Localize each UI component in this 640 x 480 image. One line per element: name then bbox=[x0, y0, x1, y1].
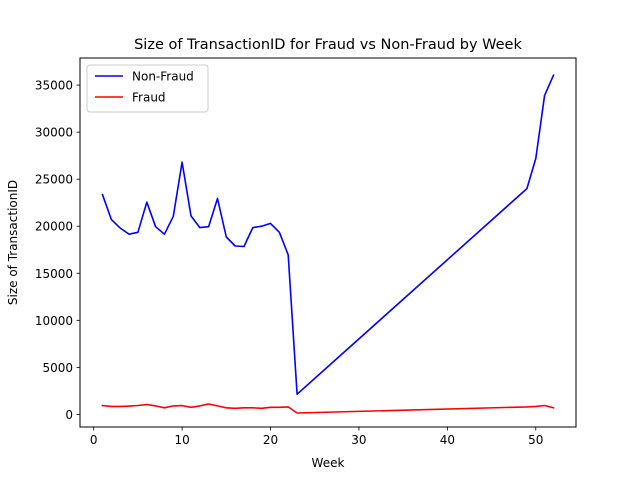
x-tick-label: 0 bbox=[90, 433, 98, 447]
legend-label-non-fraud: Non-Fraud bbox=[132, 70, 194, 84]
axes-frame bbox=[79, 57, 577, 428]
chart-title: Size of TransactionID for Fraud vs Non-F… bbox=[134, 37, 522, 53]
y-tick-label: 15000 bbox=[35, 267, 73, 281]
legend-label-fraud: Fraud bbox=[132, 91, 166, 105]
y-axis: 0 5000 10000 15000 20000 25000 30000 35000 bbox=[35, 79, 80, 422]
y-tick-label: 35000 bbox=[35, 79, 73, 93]
x-tick-label: 40 bbox=[440, 433, 455, 447]
y-tick-label: 5000 bbox=[42, 361, 73, 375]
x-tick-label: 20 bbox=[263, 433, 278, 447]
x-tick-label: 50 bbox=[528, 433, 543, 447]
plot-area bbox=[101, 74, 555, 414]
x-axis-title: Week bbox=[312, 456, 345, 470]
x-axis: 0 10 20 30 40 50 bbox=[90, 427, 543, 447]
series-line-non-fraud bbox=[101, 74, 555, 396]
series-line-fraud bbox=[101, 403, 555, 414]
y-tick-label: 25000 bbox=[35, 173, 73, 187]
legend: Non-Fraud Fraud bbox=[86, 64, 209, 113]
y-tick-label: 20000 bbox=[35, 220, 73, 234]
y-tick-label: 0 bbox=[65, 408, 73, 422]
y-axis-title: Size of TransactionID bbox=[6, 180, 20, 305]
x-tick-label: 30 bbox=[351, 433, 366, 447]
x-tick-label: 10 bbox=[174, 433, 189, 447]
y-tick-label: 30000 bbox=[35, 126, 73, 140]
y-tick-label: 10000 bbox=[35, 314, 73, 328]
